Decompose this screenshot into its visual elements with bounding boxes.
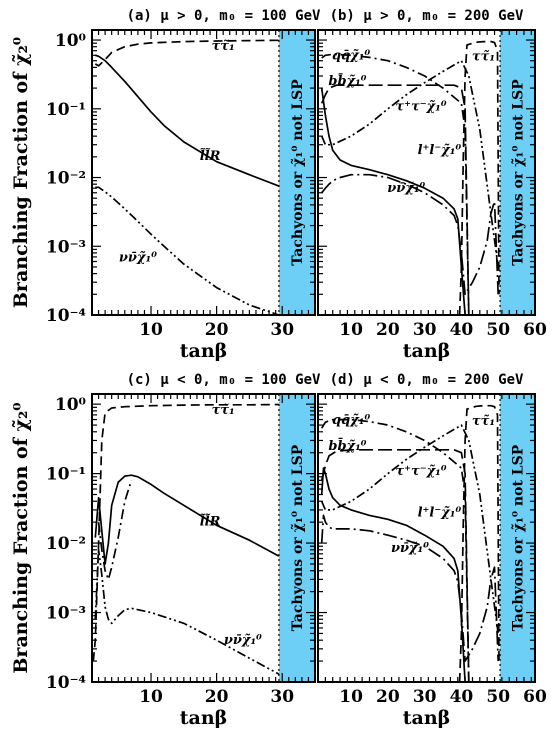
y-tick-label: 10⁻⁴ xyxy=(46,306,86,326)
y-tick-label: 10⁻² xyxy=(46,534,86,554)
panel-title: (c) μ < 0, m₀ = 100 GeV xyxy=(127,372,321,388)
y-axis-label: Branching Fraction of χ̃₂⁰ xyxy=(10,402,32,673)
x-axis-label: tanβ xyxy=(180,707,228,729)
series-label: bb̄χ̃₁⁰ xyxy=(328,436,366,453)
x-tick-label: 30 xyxy=(413,320,437,340)
series-label: νν̄χ̃₁⁰ xyxy=(224,633,262,648)
series-label: l⁺l⁻χ̃₁⁰ xyxy=(418,506,462,521)
y-tick-label: 10⁻⁴ xyxy=(46,673,86,693)
series-line xyxy=(320,448,470,682)
panel-b: (b) μ > 0, m₀ = 200 GeV Tachyons or χ̃₁⁰ … xyxy=(317,8,547,362)
series-label: τ⁺τ⁻χ̃₁⁰ xyxy=(395,464,446,479)
series-label: qq̄χ̃₁⁰ xyxy=(332,413,370,428)
series-label: l⁺l⁻χ̃₁⁰ xyxy=(418,143,462,158)
excluded-band-label: Tachyons or χ̃₁⁰ not LSP xyxy=(510,79,527,266)
panel-c: (c) μ < 0, m₀ = 100 GeV Tachyons or χ̃₁⁰ … xyxy=(10,372,321,729)
x-axis-label: tanβ xyxy=(180,340,228,362)
y-tick-label: 10⁻² xyxy=(46,169,86,189)
y-axis-label: Branching Fraction of χ̃₂⁰ xyxy=(10,37,32,308)
y-tick-label: 10⁻³ xyxy=(46,237,86,257)
excluded-region xyxy=(278,30,315,315)
series-label: ττ̃₁ xyxy=(212,39,235,54)
x-tick-label: 60 xyxy=(523,687,547,707)
series-line xyxy=(320,87,466,315)
excluded-band-label: Tachyons or χ̃₁⁰ not LSP xyxy=(289,444,306,631)
panel-title: (a) μ > 0, m₀ = 100 GeV xyxy=(127,8,321,24)
series-label: τ⁺τ⁻χ̃₁⁰ xyxy=(395,99,446,114)
series-line xyxy=(320,84,470,315)
excluded-region xyxy=(500,30,535,315)
x-axis-label: tanβ xyxy=(403,707,451,729)
panel-title: (b) μ > 0, m₀ = 200 GeV xyxy=(330,8,524,24)
y-tick-label: 10⁻¹ xyxy=(46,465,86,485)
x-tick-label: 60 xyxy=(523,320,547,340)
series-label: bb̄χ̃₁⁰ xyxy=(328,72,366,89)
series-label: ττ̃₁ xyxy=(472,50,495,65)
excluded-region xyxy=(278,394,315,682)
series-line xyxy=(94,39,279,67)
series-line xyxy=(320,467,466,682)
series-line xyxy=(320,514,500,662)
panel-title: (d) μ < 0, m₀ = 200 GeV xyxy=(330,372,524,388)
series-label: ττ̃₁ xyxy=(212,403,235,418)
series-line xyxy=(94,474,280,565)
x-tick-label: 30 xyxy=(270,687,294,707)
excluded-band-label: Tachyons or χ̃₁⁰ not LSP xyxy=(289,79,306,266)
x-tick-label: 10 xyxy=(139,320,163,340)
x-tick-label: 20 xyxy=(205,687,229,707)
series-line xyxy=(320,424,500,634)
y-tick-label: 10⁰ xyxy=(55,395,86,415)
series-line xyxy=(97,480,133,581)
x-tick-label: 40 xyxy=(450,687,474,707)
plot-frame xyxy=(317,29,536,316)
series-line xyxy=(321,173,500,296)
panel-d: (d) μ < 0, m₀ = 200 GeV Tachyons or χ̃₁⁰ … xyxy=(317,372,547,729)
series-label: νν̄χ̃₁⁰ xyxy=(119,251,157,266)
series-label: l̃l̃R xyxy=(200,148,221,164)
x-tick-label: 40 xyxy=(450,320,474,340)
x-tick-label: 10 xyxy=(139,687,163,707)
x-tick-label: 20 xyxy=(376,320,400,340)
series-line xyxy=(458,404,500,682)
series-label: νν̄χ̃₁⁰ xyxy=(387,181,425,196)
series-line xyxy=(320,59,500,268)
excluded-band-label: Tachyons or χ̃₁⁰ not LSP xyxy=(510,444,527,631)
panel-a: (a) μ > 0, m₀ = 100 GeV Tachyons or χ̃₁⁰ … xyxy=(10,8,321,362)
x-tick-label: 30 xyxy=(413,687,437,707)
y-tick-label: 10⁻³ xyxy=(46,604,86,624)
series-label: qq̄χ̃₁⁰ xyxy=(332,49,370,64)
plot-frame xyxy=(317,393,536,683)
series-line xyxy=(95,54,280,187)
excluded-region xyxy=(500,394,535,682)
x-tick-label: 20 xyxy=(376,687,400,707)
y-tick-label: 10⁰ xyxy=(55,31,86,51)
y-tick-label: 10⁻¹ xyxy=(46,100,86,120)
x-tick-label: 20 xyxy=(205,320,229,340)
x-tick-label: 10 xyxy=(339,687,363,707)
series-line xyxy=(458,40,500,315)
x-tick-label: 50 xyxy=(486,320,510,340)
series-line xyxy=(94,548,280,675)
series-label: ττ̃₁ xyxy=(472,414,495,429)
series-line xyxy=(92,403,279,662)
x-tick-label: 30 xyxy=(270,320,294,340)
series-line xyxy=(320,418,470,682)
x-axis-label: tanβ xyxy=(403,340,451,362)
series-label: l̃l̃R xyxy=(200,513,221,529)
x-tick-label: 50 xyxy=(486,687,510,707)
x-tick-label: 10 xyxy=(339,320,363,340)
series-label: νν̄χ̃₁⁰ xyxy=(391,541,429,556)
